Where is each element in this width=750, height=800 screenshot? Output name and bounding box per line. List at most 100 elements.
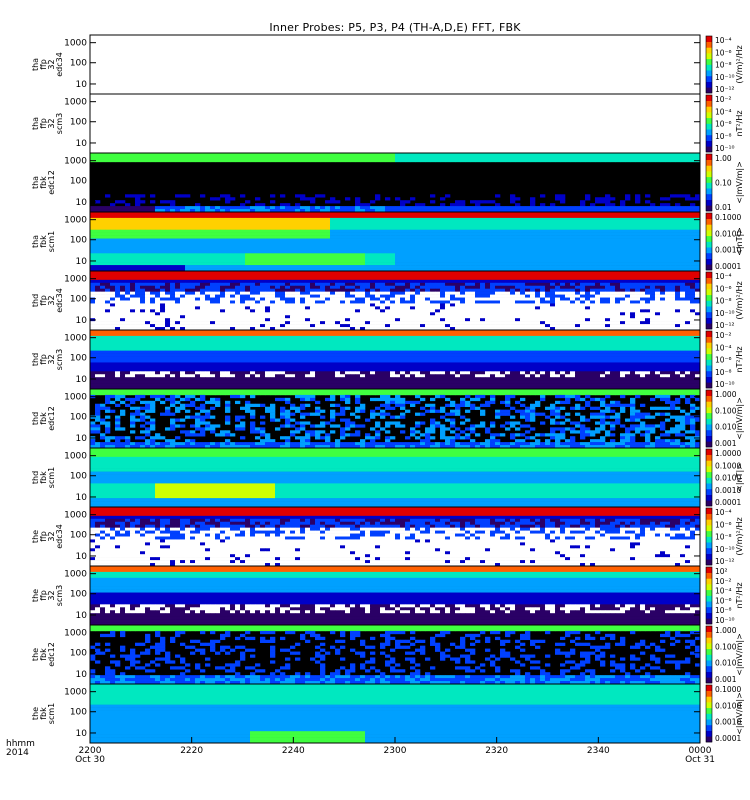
spectrogram-cell — [685, 271, 691, 275]
spectrogram-cell — [520, 291, 526, 295]
spectrogram-cell — [610, 256, 616, 260]
spectrogram-cell — [205, 309, 211, 313]
spectrogram-cell — [370, 238, 376, 242]
spectrogram-cell — [545, 153, 551, 157]
spectrogram-cell — [600, 244, 606, 248]
spectrogram-cell — [150, 194, 156, 198]
spectrogram-cell — [310, 232, 316, 236]
spectrogram-cell — [405, 220, 411, 225]
spectrogram-cell — [600, 253, 606, 257]
spectrogram-cell — [595, 200, 601, 204]
spectrogram-cell — [90, 214, 96, 219]
spectrogram-cell — [115, 306, 121, 310]
spectrogram-cell — [630, 279, 636, 284]
spectrogram-cell — [615, 262, 621, 266]
spectrogram-cell — [100, 297, 106, 301]
spectrogram-cell — [620, 153, 626, 157]
spectrogram-cell — [350, 250, 356, 254]
spectrogram-cell — [110, 220, 116, 225]
spectrogram-cell — [165, 276, 171, 281]
spectrogram-cell — [385, 214, 391, 219]
spectrogram-cell — [180, 268, 186, 272]
spectrogram-cell — [650, 294, 656, 298]
spectrogram-cell — [590, 155, 596, 160]
spectrogram-cell — [670, 268, 676, 272]
spectrogram-cell — [615, 306, 621, 310]
spectrogram-cell — [280, 226, 286, 230]
spectrogram-cell — [695, 229, 701, 233]
spectrogram-cell — [385, 223, 391, 228]
spectrogram-cell — [95, 279, 101, 284]
spectrogram-cell — [475, 238, 481, 242]
spectrogram-cell — [565, 250, 571, 254]
spectrogram-cell — [285, 217, 291, 222]
spectrogram-cell — [310, 271, 316, 275]
spectrogram-cell — [510, 279, 516, 284]
spectrogram-cell — [435, 268, 441, 272]
spectrogram-cell — [100, 285, 106, 289]
spectrogram-cell — [290, 206, 296, 210]
spectrogram-cell — [335, 155, 341, 160]
spectrogram-cell — [545, 253, 551, 257]
spectrogram-cell — [210, 155, 216, 160]
spectrogram-cell — [320, 285, 326, 289]
spectrogram-cell — [215, 220, 221, 225]
spectrogram-cell — [285, 235, 291, 239]
spectrogram-cell — [175, 288, 181, 292]
spectrogram-cell — [190, 288, 196, 292]
spectrogram-cell — [475, 206, 481, 210]
spectrogram-cell — [390, 268, 396, 272]
spectrogram-cell — [555, 206, 561, 210]
spectrogram-cell — [645, 200, 651, 204]
spectrogram-cell — [105, 250, 111, 254]
spectrogram-cell — [605, 247, 611, 251]
spectrogram-cell — [205, 223, 211, 228]
spectrogram-cell — [400, 306, 406, 310]
spectrogram-cell — [380, 309, 386, 313]
spectrogram-cell — [670, 209, 676, 213]
spectrogram-cell — [335, 288, 341, 292]
spectrogram-cell — [470, 303, 476, 307]
spectrogram-cell — [445, 235, 451, 239]
spectrogram-cell — [510, 300, 516, 304]
spectrogram-cell — [585, 214, 591, 219]
spectrogram-cell — [310, 262, 316, 266]
spectrogram-cell — [170, 276, 176, 281]
panel-label: fbk — [39, 235, 48, 248]
spectrogram-cell — [405, 214, 411, 219]
spectrogram-cell — [525, 273, 531, 278]
spectrogram-cell — [695, 194, 701, 198]
spectrogram-cell — [295, 153, 301, 157]
spectrogram-cell — [475, 297, 481, 301]
spectrogram-cell — [310, 209, 316, 213]
spectrogram-cell — [450, 226, 456, 230]
spectrogram-cell — [590, 244, 596, 248]
spectrogram-cell — [375, 214, 381, 219]
spectrogram-cell — [510, 309, 516, 313]
spectrogram-cell — [130, 297, 136, 301]
spectrogram-cell — [295, 247, 301, 251]
spectrogram-cell — [365, 250, 371, 254]
spectrogram-cell — [515, 253, 521, 257]
spectrogram-cell — [490, 268, 496, 272]
spectrogram-cell — [120, 158, 126, 163]
spectrogram-cell — [525, 268, 531, 272]
spectrogram-cell — [485, 279, 491, 284]
spectrogram-cell — [605, 206, 611, 210]
spectrogram-cell — [590, 265, 596, 269]
spectrogram-cell — [535, 271, 541, 275]
spectrogram-cell — [575, 273, 581, 278]
spectrogram-cell — [630, 220, 636, 225]
spectrogram-cell — [615, 153, 621, 157]
spectrogram-cell — [295, 241, 301, 245]
spectrogram-cell — [320, 294, 326, 298]
spectrogram-cell — [155, 259, 161, 263]
spectrogram-cell — [580, 279, 586, 284]
spectrogram-cell — [390, 306, 396, 310]
spectrogram-cell — [390, 158, 396, 163]
spectrogram-cell — [410, 268, 416, 272]
spectrogram-cell — [580, 285, 586, 289]
spectrogram-cell — [455, 214, 461, 219]
spectrogram-cell — [495, 294, 501, 298]
spectrogram-cell — [555, 265, 561, 269]
